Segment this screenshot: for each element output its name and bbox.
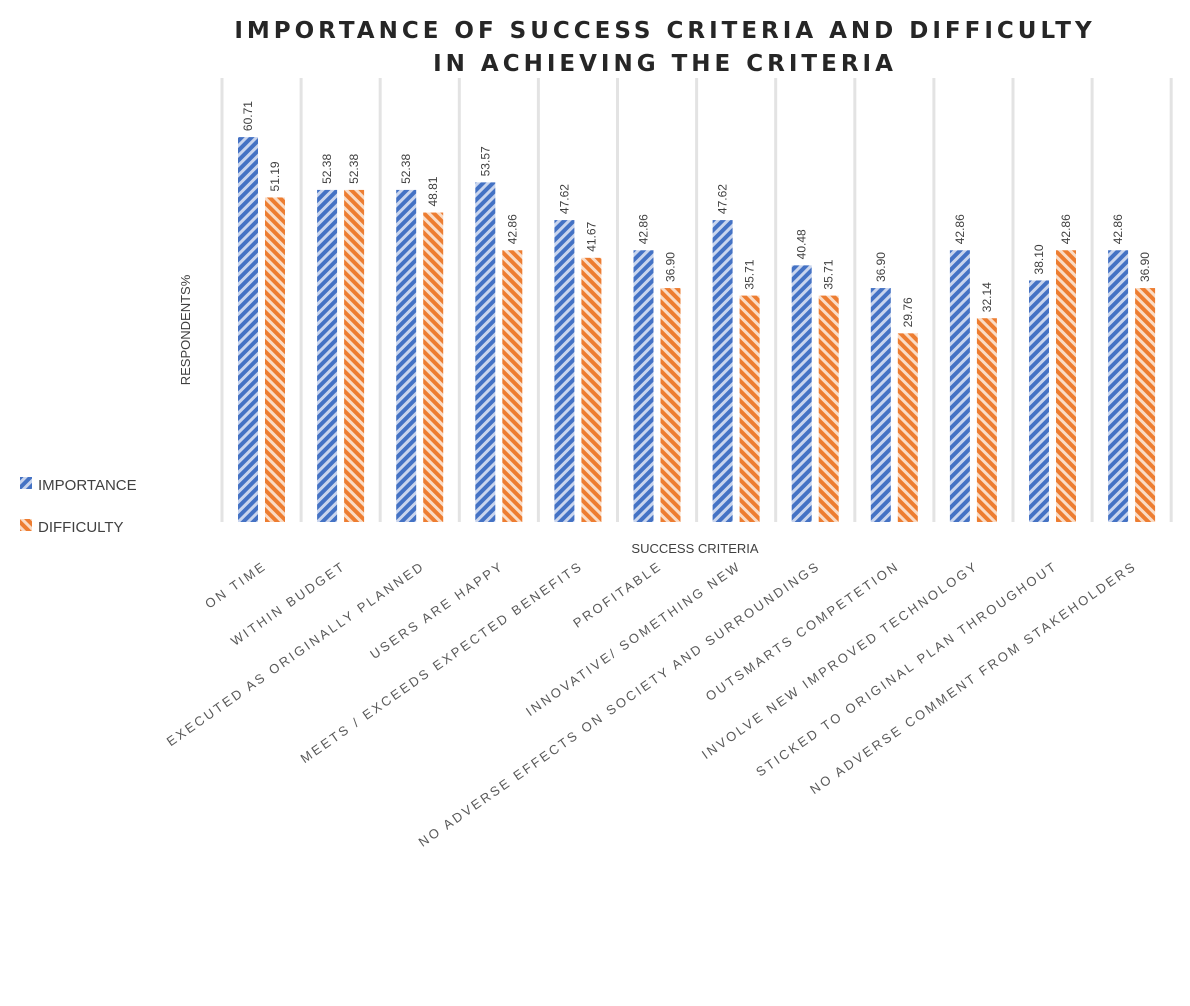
data-label: 60.71 bbox=[241, 101, 255, 131]
data-label: 42.86 bbox=[637, 214, 651, 244]
bar-importance bbox=[554, 220, 575, 522]
y-axis-title: RESPONDENTS% bbox=[178, 274, 193, 385]
category-label: ON TIME bbox=[202, 558, 269, 611]
chart-title-line-2: IN ACHIEVING THE CRITERIA bbox=[433, 51, 897, 77]
data-label: 52.38 bbox=[320, 154, 334, 184]
data-label: 36.90 bbox=[874, 252, 888, 282]
data-label: 35.71 bbox=[822, 259, 836, 289]
bar-importance bbox=[1029, 280, 1049, 522]
bar-difficulty bbox=[739, 295, 760, 522]
bar-difficulty bbox=[265, 197, 285, 523]
data-label: 47.62 bbox=[716, 184, 730, 214]
bar-difficulty bbox=[423, 212, 444, 522]
bar-importance bbox=[475, 182, 496, 522]
data-label: 40.48 bbox=[795, 229, 809, 259]
bar-importance bbox=[633, 250, 654, 523]
bar-difficulty bbox=[897, 333, 918, 522]
bar-difficulty bbox=[1056, 250, 1076, 523]
data-label: 42.86 bbox=[505, 214, 519, 244]
category-label: INVOLVE NEW IMPROVED TECHNOLOGY bbox=[699, 558, 981, 762]
chart-title-line-1: IMPORTANCE OF SUCCESS CRITERIA AND DIFFI… bbox=[234, 18, 1095, 44]
bar-importance bbox=[1108, 250, 1129, 523]
bar-importance bbox=[238, 137, 258, 522]
data-label: 36.90 bbox=[1138, 252, 1152, 282]
bar-difficulty bbox=[660, 288, 681, 522]
data-label: 41.67 bbox=[584, 221, 598, 251]
legend-swatch-importance bbox=[20, 477, 32, 489]
data-label: 52.38 bbox=[399, 154, 413, 184]
bar-difficulty bbox=[502, 250, 523, 523]
grid-lines bbox=[220, 78, 1173, 522]
bar-difficulty bbox=[1135, 288, 1156, 522]
legend-label-difficulty: DIFFICULTY bbox=[38, 519, 124, 536]
bar-importance bbox=[949, 250, 970, 523]
bar-importance bbox=[870, 288, 891, 522]
category-label: STICKED TO ORIGINAL PLAN THROUGHOUT bbox=[753, 558, 1060, 779]
data-label: 51.19 bbox=[268, 161, 282, 191]
legend: IMPORTANCE DIFFICULTY bbox=[20, 477, 137, 536]
data-label: 36.90 bbox=[664, 252, 678, 282]
data-label: 52.38 bbox=[347, 154, 361, 184]
legend-swatch-difficulty bbox=[20, 519, 32, 531]
data-label: 32.14 bbox=[980, 282, 994, 312]
category-label: EXECUTED AS ORIGINALLY PLANNED bbox=[164, 558, 428, 749]
data-label: 42.86 bbox=[1111, 214, 1125, 244]
data-label: 47.62 bbox=[557, 184, 571, 214]
category-label: MEETS / EXCEEDS EXPECTED BENEFITS bbox=[298, 558, 586, 766]
data-label: 35.71 bbox=[743, 259, 757, 289]
data-label: 53.57 bbox=[478, 146, 492, 176]
bar-importance bbox=[396, 189, 417, 522]
data-label: 42.86 bbox=[953, 214, 967, 244]
bar-importance bbox=[317, 189, 338, 522]
bar-difficulty bbox=[818, 295, 839, 522]
bar-difficulty bbox=[581, 257, 602, 522]
data-label: 42.86 bbox=[1059, 214, 1073, 244]
category-label: USERS ARE HAPPY bbox=[367, 558, 506, 662]
legend-label-importance: IMPORTANCE bbox=[38, 477, 137, 494]
x-axis-title: SUCCESS CRITERIA bbox=[631, 541, 758, 556]
data-label: 29.76 bbox=[901, 297, 915, 327]
data-label: 48.81 bbox=[426, 176, 440, 206]
bar-importance bbox=[712, 220, 733, 522]
bars: 60.71 51.19 52.38 52.38 52.38 48.81 53.57 42.86… bbox=[238, 101, 1156, 523]
bar-importance bbox=[791, 265, 812, 522]
bar-difficulty bbox=[976, 318, 997, 522]
bar-difficulty bbox=[344, 189, 365, 522]
data-label: 38.10 bbox=[1032, 244, 1046, 274]
